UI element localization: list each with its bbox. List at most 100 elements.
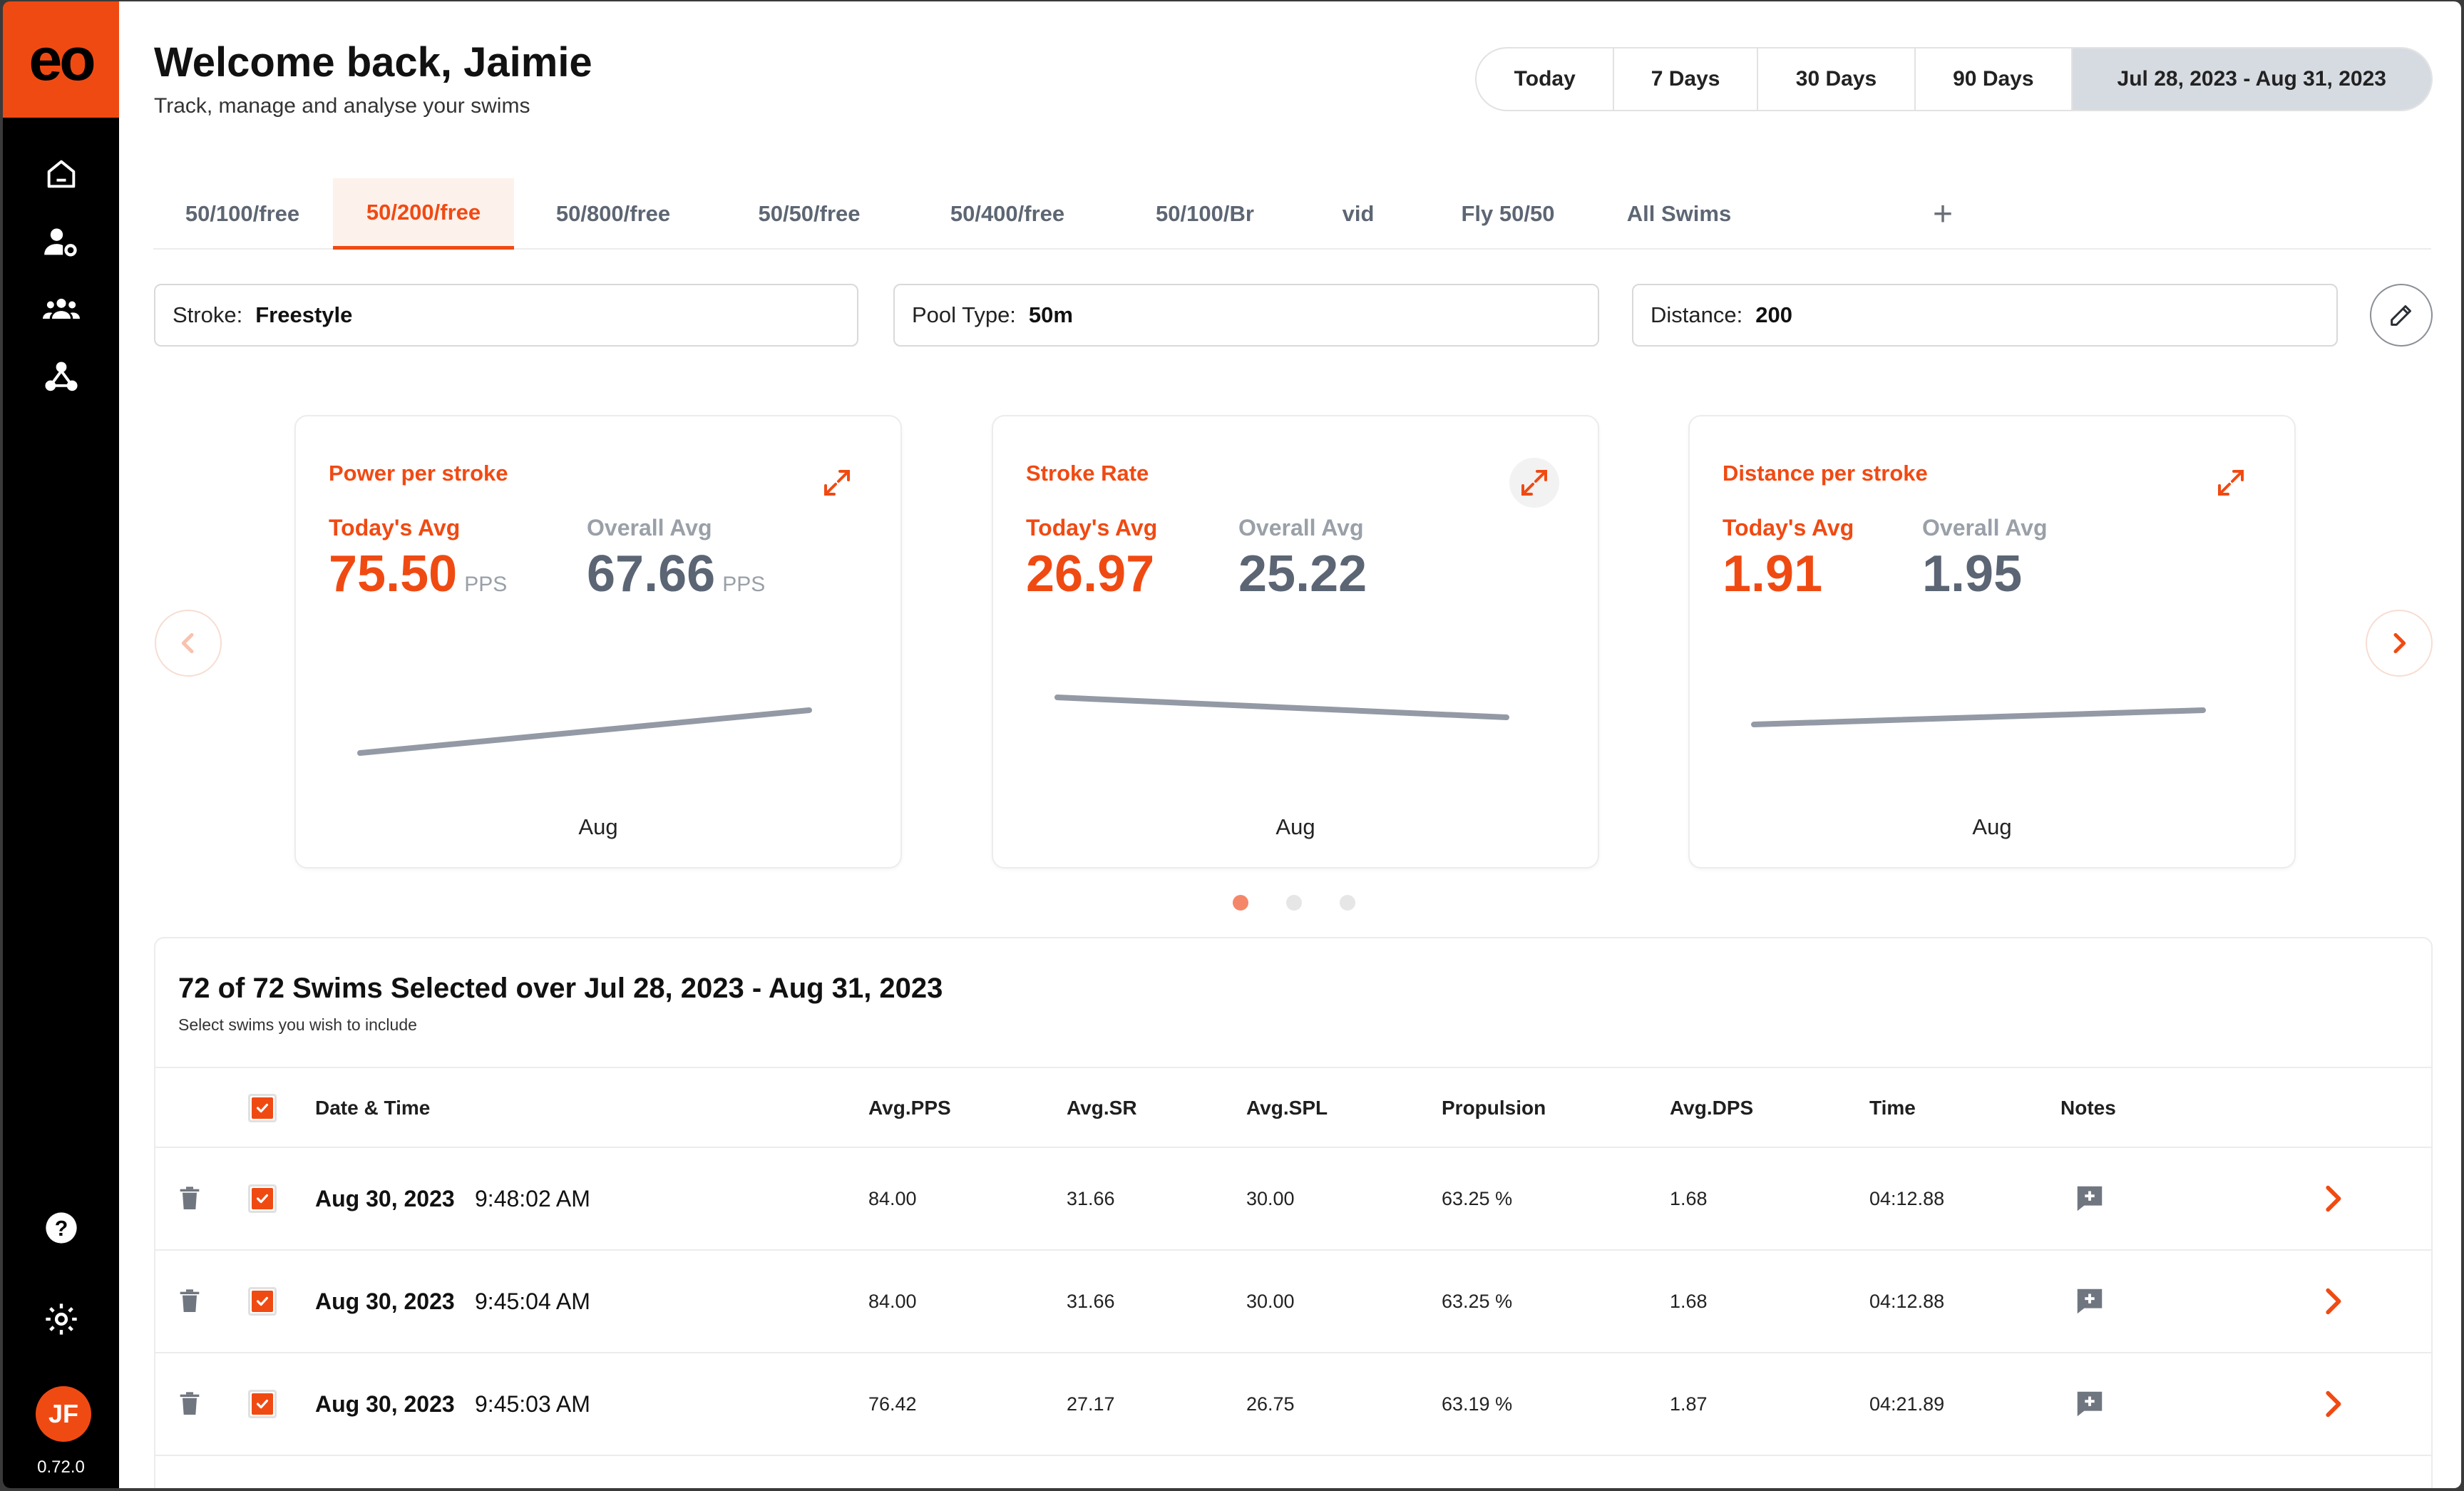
user-avatar[interactable]: JF bbox=[36, 1386, 91, 1442]
open-swim-chevron-icon[interactable] bbox=[2316, 1251, 2348, 1352]
add-note-icon[interactable] bbox=[2073, 1251, 2106, 1352]
overall-avg-label: Overall Avg bbox=[1238, 515, 1364, 540]
swim-set-tabs: 50/100/free 50/200/free 50/800/free 50/5… bbox=[153, 178, 2431, 250]
row-avg-dps: 1.87 bbox=[1670, 1393, 1708, 1415]
todays-avg-value: 1.91 bbox=[1723, 545, 1822, 603]
distance-filter-value: 200 bbox=[1755, 302, 1792, 327]
swims-panel-title: 72 of 72 Swims Selected over Jul 28, 202… bbox=[178, 973, 943, 1004]
row-time: 9:45:03 AM bbox=[475, 1390, 590, 1417]
overall-avg-number: 25.22 bbox=[1238, 545, 1367, 603]
range-90-days-button[interactable]: 90 Days bbox=[1916, 48, 2073, 110]
tab-50-800-free[interactable]: 50/800/free bbox=[555, 201, 671, 226]
tab-50-400-free[interactable]: 50/400/free bbox=[950, 201, 1065, 226]
distance-filter[interactable]: Distance: 200 bbox=[1632, 284, 2338, 347]
unit-label: PPS bbox=[722, 573, 766, 596]
team-icon[interactable] bbox=[40, 288, 83, 331]
range-today-button[interactable]: Today bbox=[1477, 48, 1615, 110]
trend-sparkline bbox=[1054, 695, 1509, 720]
open-swim-chevron-icon[interactable] bbox=[2316, 1353, 2348, 1455]
x-axis-label: Aug bbox=[1275, 814, 1315, 839]
trend-sparkline bbox=[1751, 707, 2206, 727]
app-window: eo ? JF 0.72.0 Welcome back, Jaimie Trac… bbox=[3, 1, 2461, 1488]
user-settings-icon[interactable] bbox=[40, 221, 83, 264]
col-avg-dps[interactable]: Avg.DPS bbox=[1670, 1097, 1754, 1119]
edit-filters-button[interactable] bbox=[2370, 284, 2433, 347]
row-date: Aug 30, 2023 bbox=[315, 1288, 455, 1314]
row-checkbox[interactable] bbox=[248, 1251, 277, 1352]
main-content: Welcome back, Jaimie Track, manage and a… bbox=[119, 1, 2461, 1488]
select-all-checkbox[interactable] bbox=[248, 1068, 277, 1148]
tab-vid[interactable]: vid bbox=[1342, 201, 1375, 226]
metric-card-distance-per-stroke: Distance per stroke Today's Avg Overall … bbox=[1688, 415, 2296, 869]
swims-panel-subtitle: Select swims you wish to include bbox=[178, 1015, 417, 1034]
overall-avg-value: 1.95 bbox=[1922, 545, 2022, 603]
row-avg-sr: 27.17 bbox=[1067, 1393, 1115, 1415]
tab-50-100-free[interactable]: 50/100/free bbox=[185, 201, 300, 226]
tab-fly-50-50[interactable]: Fly 50/50 bbox=[1461, 201, 1555, 226]
col-date-time[interactable]: Date & Time bbox=[315, 1097, 431, 1119]
overall-avg-value: 67.66 PPS bbox=[587, 545, 765, 603]
col-avg-sr[interactable]: Avg.SR bbox=[1067, 1097, 1137, 1119]
card-title: Distance per stroke bbox=[1723, 461, 1928, 486]
add-note-icon[interactable] bbox=[2073, 1148, 2106, 1249]
row-avg-spl: 30.00 bbox=[1246, 1187, 1295, 1209]
col-avg-pps[interactable]: Avg.PPS bbox=[868, 1097, 951, 1119]
table-row[interactable]: Aug 30, 2023 9:45:04 AM 84.00 31.66 30.0… bbox=[155, 1251, 2431, 1353]
expand-icon[interactable] bbox=[812, 458, 862, 508]
stroke-filter[interactable]: Stroke: Freestyle bbox=[154, 284, 858, 347]
carousel-next-button[interactable] bbox=[2366, 610, 2433, 677]
tab-50-200-free[interactable]: 50/200/free bbox=[333, 178, 514, 250]
row-avg-spl: 30.00 bbox=[1246, 1290, 1295, 1312]
add-note-icon[interactable] bbox=[2073, 1353, 2106, 1455]
delete-row-icon[interactable] bbox=[175, 1251, 204, 1352]
pool-type-filter[interactable]: Pool Type: 50m bbox=[893, 284, 1599, 347]
expand-icon[interactable] bbox=[2206, 458, 2256, 508]
chevron-left-icon bbox=[181, 632, 194, 654]
range-30-days-button[interactable]: 30 Days bbox=[1758, 48, 1916, 110]
row-checkbox[interactable] bbox=[248, 1353, 277, 1455]
col-avg-spl[interactable]: Avg.SPL bbox=[1246, 1097, 1328, 1119]
pool-type-filter-label: Pool Type: bbox=[912, 302, 1016, 327]
row-duration: 04:12.88 bbox=[1869, 1187, 1945, 1209]
col-time[interactable]: Time bbox=[1869, 1097, 1916, 1119]
carousel-dot-1[interactable] bbox=[1233, 895, 1248, 911]
row-duration: 04:12.88 bbox=[1869, 1290, 1945, 1312]
swims-panel: 72 of 72 Swims Selected over Jul 28, 202… bbox=[154, 937, 2433, 1488]
row-avg-pps: 84.00 bbox=[868, 1187, 917, 1209]
col-propulsion[interactable]: Propulsion bbox=[1442, 1097, 1546, 1119]
network-icon[interactable] bbox=[40, 357, 83, 399]
home-icon[interactable] bbox=[40, 153, 83, 195]
todays-avg-label: Today's Avg bbox=[329, 515, 461, 540]
overall-avg-number: 67.66 bbox=[587, 545, 716, 603]
carousel-dot-3[interactable] bbox=[1340, 895, 1355, 911]
row-avg-pps: 84.00 bbox=[868, 1290, 917, 1312]
row-checkbox[interactable] bbox=[248, 1148, 277, 1249]
app-logo[interactable]: eo bbox=[3, 1, 119, 118]
expand-icon[interactable] bbox=[1509, 458, 1559, 508]
carousel-prev-button[interactable] bbox=[155, 610, 222, 677]
open-swim-chevron-icon[interactable] bbox=[2316, 1148, 2348, 1249]
range-custom-button[interactable]: Jul 28, 2023 - Aug 31, 2023 bbox=[2072, 48, 2431, 110]
row-avg-spl: 26.75 bbox=[1246, 1393, 1295, 1415]
overall-avg-label: Overall Avg bbox=[587, 515, 712, 540]
tab-50-100-br[interactable]: 50/100/Br bbox=[1156, 201, 1254, 226]
delete-row-icon[interactable] bbox=[175, 1353, 204, 1455]
table-row[interactable]: Aug 30, 2023 9:45:03 AM 76.42 27.17 26.7… bbox=[155, 1353, 2431, 1456]
row-date: Aug 30, 2023 bbox=[315, 1390, 455, 1417]
help-icon[interactable]: ? bbox=[40, 1206, 83, 1249]
delete-row-icon[interactable] bbox=[175, 1148, 204, 1249]
logo-text: eo bbox=[29, 26, 96, 93]
tab-all-swims[interactable]: All Swims bbox=[1626, 201, 1732, 226]
chevron-right-icon bbox=[2393, 632, 2406, 654]
settings-gear-icon[interactable] bbox=[40, 1298, 83, 1341]
carousel-dot-2[interactable] bbox=[1286, 895, 1302, 911]
tab-50-50-free[interactable]: 50/50/free bbox=[758, 201, 861, 226]
add-tab-icon[interactable]: + bbox=[1932, 195, 1954, 233]
col-notes[interactable]: Notes bbox=[2060, 1097, 2116, 1119]
x-axis-label: Aug bbox=[578, 814, 618, 839]
todays-avg-number: 26.97 bbox=[1026, 545, 1155, 603]
table-row[interactable]: Aug 30, 2023 9:48:02 AM 84.00 31.66 30.0… bbox=[155, 1148, 2431, 1251]
row-avg-dps: 1.68 bbox=[1670, 1187, 1708, 1209]
metric-card-stroke-rate: Stroke Rate Today's Avg Overall Avg 26.9… bbox=[992, 415, 1599, 869]
range-7-days-button[interactable]: 7 Days bbox=[1614, 48, 1758, 110]
